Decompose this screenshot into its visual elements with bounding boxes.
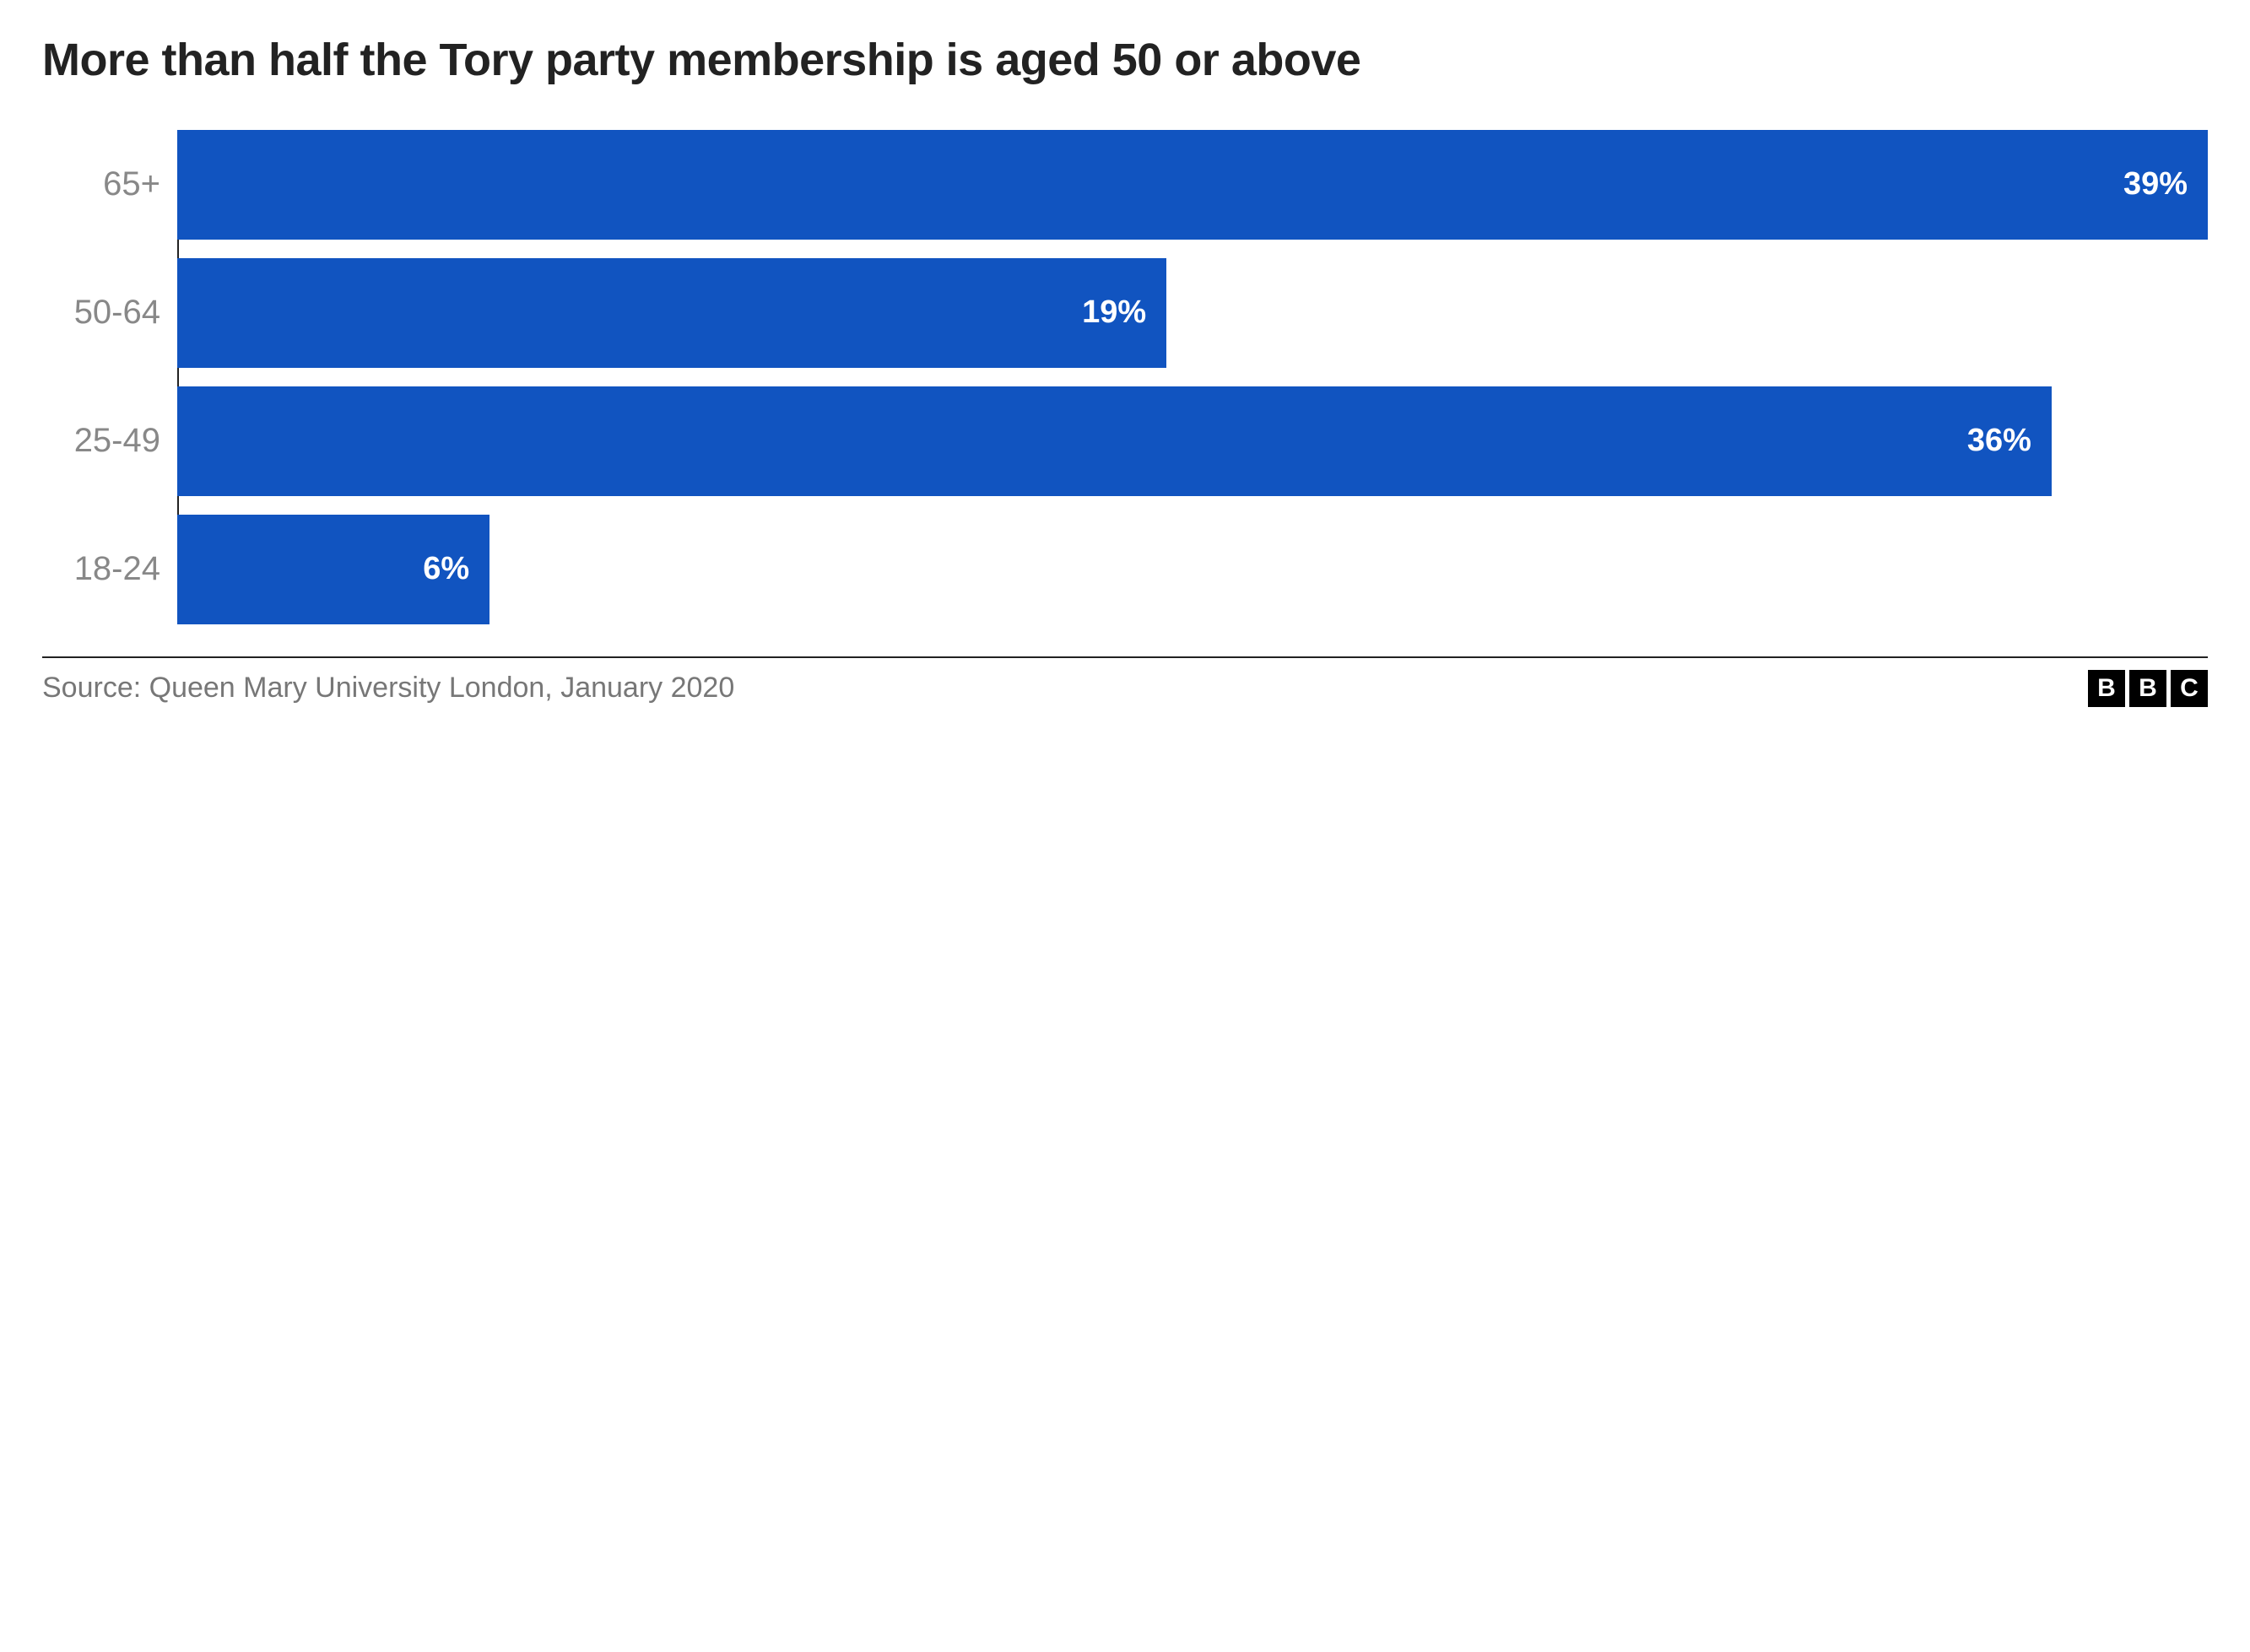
bar: 19% (177, 258, 1166, 368)
bar-value-label: 6% (423, 551, 469, 587)
bar-row: 65+ 39% (177, 130, 2208, 240)
y-axis-label: 18-24 (42, 550, 160, 588)
y-axis-label: 50-64 (42, 294, 160, 332)
logo-letter: B (2129, 670, 2166, 707)
bar-row: 25-49 36% (177, 386, 2208, 496)
chart-title: More than half the Tory party membership… (42, 34, 2208, 88)
bar: 6% (177, 515, 489, 624)
logo-letter: B (2088, 670, 2125, 707)
bar-row: 18-24 6% (177, 515, 2208, 624)
source-text: Source: Queen Mary University London, Ja… (42, 672, 734, 705)
y-axis-label: 65+ (42, 165, 160, 203)
bar-value-label: 36% (1967, 423, 2031, 459)
bbc-logo: B B C (2088, 670, 2208, 707)
bar-value-label: 19% (1082, 294, 1146, 331)
bar-row: 50-64 19% (177, 258, 2208, 368)
bar: 39% (177, 130, 2208, 240)
bar-chart: 65+ 39% 50-64 19% 25-49 36% 18-24 6% (42, 130, 2208, 624)
chart-container: More than half the Tory party membership… (42, 34, 2208, 707)
logo-letter: C (2171, 670, 2208, 707)
bar-value-label: 39% (2123, 166, 2188, 202)
bar: 36% (177, 386, 2052, 496)
chart-footer: Source: Queen Mary University London, Ja… (42, 656, 2208, 707)
y-axis-label: 25-49 (42, 422, 160, 460)
